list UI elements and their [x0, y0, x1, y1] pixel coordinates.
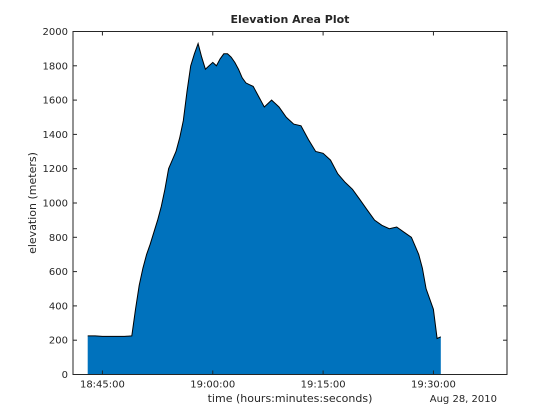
- x-axis: 18:45:00 19:00:00 19:15:00 19:30:00: [80, 31, 456, 391]
- y-tick-label: 1600: [43, 96, 68, 107]
- y-tick-label: 600: [49, 267, 68, 278]
- area-fill-0: [87, 43, 441, 375]
- y-axis: 0 200 400 600 800 1000 1200 1400 1600 1800 2000: [43, 27, 507, 381]
- y-tick-label: 1200: [43, 164, 68, 175]
- y-tick-label: 2000: [43, 27, 68, 38]
- x-axis-label: time (hours:minutes:seconds): [208, 392, 373, 405]
- y-axis-label: elevation (meters): [26, 152, 39, 254]
- y-tick-label: 800: [49, 233, 68, 244]
- y-tick-label: 1000: [43, 199, 68, 210]
- y-tick-label: 400: [49, 301, 68, 312]
- x-tick-label: 19:00:00: [190, 380, 235, 391]
- date-label: Aug 28, 2010: [430, 394, 497, 405]
- area-layer: [87, 41, 442, 375]
- y-tick-label: 200: [49, 336, 68, 347]
- y-tick-label: 1400: [43, 130, 68, 141]
- area-edge-0: [87, 41, 442, 340]
- y-tick-label: 1800: [43, 61, 68, 72]
- x-tick-label: 19:30:00: [411, 380, 456, 391]
- y-tick-label: 0: [62, 370, 68, 381]
- chart-title: Elevation Area Plot: [231, 13, 350, 26]
- x-tick-label: 18:45:00: [80, 380, 125, 391]
- x-tick-label: 19:15:00: [301, 380, 346, 391]
